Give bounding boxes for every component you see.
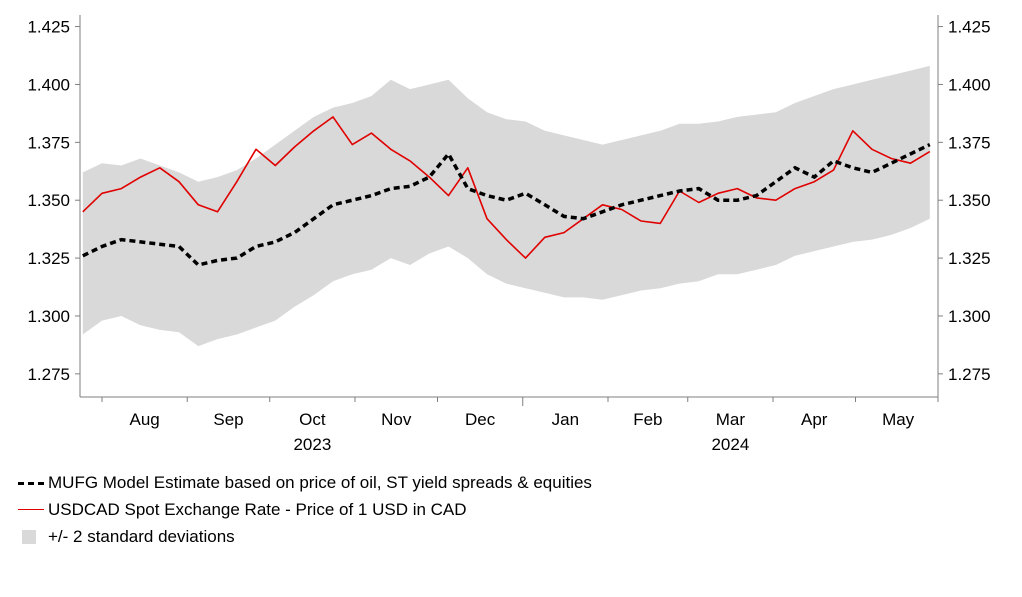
x-month-label: Oct (299, 410, 326, 429)
legend-item-band: +/- 2 standard deviations (18, 526, 608, 548)
x-month-label: Apr (801, 410, 828, 429)
x-year-label: 2023 (293, 435, 331, 454)
x-month-label: Feb (633, 410, 662, 429)
x-month-label: May (882, 410, 915, 429)
chart-svg: 1.425 1.425 1.400 1.400 1.375 1.375 1.350 1.350… (27, 15, 991, 454)
y-tick-label-left: 1.275 (27, 365, 70, 384)
legend-label-band: +/- 2 standard deviations (48, 527, 235, 546)
y-tick-label-left: 1.350 (27, 191, 70, 210)
band-layer (82, 65, 930, 347)
legend-item-model: MUFG Model Estimate based on price of oi… (18, 472, 608, 494)
y-tick-label-right: 1.400 (948, 75, 991, 94)
mufg-model-line (82, 143, 931, 267)
y-tick-label-right: 1.300 (948, 307, 991, 326)
dashed-line-swatch (18, 472, 48, 494)
std-dev-band (82, 65, 930, 347)
grey-band-swatch (18, 526, 48, 548)
x-month-label: Nov (381, 410, 412, 429)
y-tick-label-left: 1.425 (27, 18, 70, 37)
x-year-label: 2024 (711, 435, 749, 454)
x-month-label: Mar (716, 410, 746, 429)
y-tick-label-left: 1.300 (27, 307, 70, 326)
usdcad-spot-line (82, 116, 931, 259)
y-tick-label-right: 1.350 (948, 191, 991, 210)
y-tick-label-right: 1.375 (948, 133, 991, 152)
axis-labels: 1.425 1.425 1.400 1.400 1.375 1.375 1.350 1.350… (27, 18, 990, 454)
x-month-label: Aug (130, 410, 160, 429)
legend: MUFG Model Estimate based on price of oi… (18, 472, 608, 553)
y-tick-label-right: 1.275 (948, 365, 991, 384)
y-tick-label-left: 1.375 (27, 133, 70, 152)
red-line-swatch (18, 499, 48, 521)
y-tick-label-right: 1.325 (948, 249, 991, 268)
y-tick-label-left: 1.400 (27, 75, 70, 94)
x-month-label: Dec (465, 410, 496, 429)
plot-frame (75, 15, 943, 406)
series-layer (82, 116, 931, 267)
legend-label-spot: USDCAD Spot Exchange Rate - Price of 1 U… (48, 500, 467, 519)
legend-item-spot: USDCAD Spot Exchange Rate - Price of 1 U… (18, 499, 608, 521)
x-month-label: Sep (213, 410, 243, 429)
y-tick-label-right: 1.425 (948, 18, 991, 37)
legend-label-model: MUFG Model Estimate based on price of oi… (48, 473, 592, 492)
y-tick-label-left: 1.325 (27, 249, 70, 268)
x-month-label: Jan (552, 410, 579, 429)
